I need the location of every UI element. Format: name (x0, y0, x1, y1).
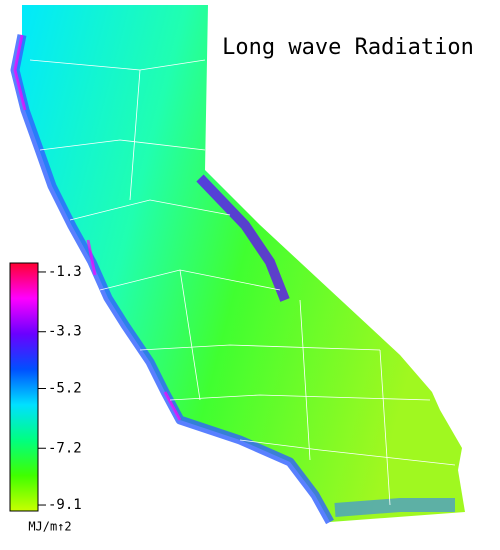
california-map (10, 5, 465, 525)
colorbar-tick-label: -7.2 (48, 440, 82, 456)
colorbar: MJ/m↑2 -1.3 -3.3 -5.2 -7.2 -9.1 (9, 262, 82, 534)
colorbar-unit: MJ/m↑2 (28, 520, 71, 534)
map-title: Long wave Radiation (222, 35, 474, 60)
colorbar-tick-label: -5.2 (48, 380, 82, 396)
desert-band (334, 498, 455, 517)
county-lines (29, 59, 456, 506)
coastal-edge (13, 34, 182, 421)
colorbar-tick-label: -9.1 (48, 497, 82, 513)
state-shape (15, 5, 465, 522)
coastal-band (10, 34, 334, 525)
colorbar-tick-label: -3.3 (48, 324, 82, 340)
colorbar-rect (9, 262, 39, 512)
mountain-band (196, 174, 290, 302)
colorbar-tick-label: -1.3 (48, 264, 82, 280)
